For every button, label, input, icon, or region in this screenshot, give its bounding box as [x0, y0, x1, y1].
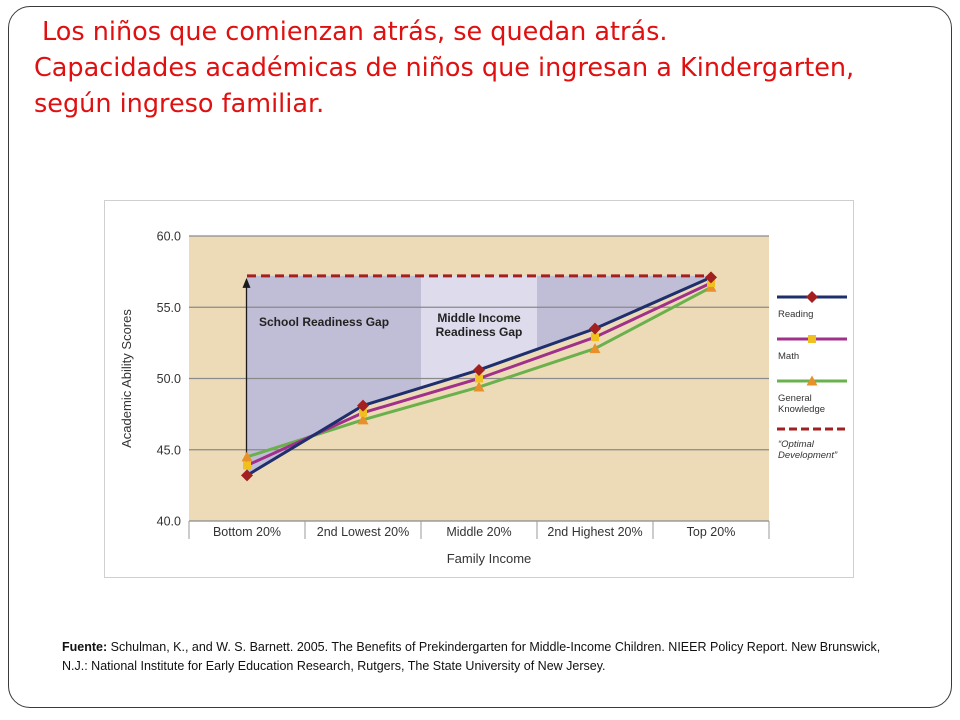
y-tick-label: 50.0 — [157, 372, 181, 386]
data-point-general — [241, 451, 253, 462]
source-text: Schulman, K., and W. S. Barnett. 2005. T… — [62, 640, 881, 673]
data-point-math — [591, 333, 599, 342]
legend-label-reading: Reading — [778, 309, 813, 320]
middle-income-gap-label-2: Readiness Gap — [436, 325, 523, 339]
x-tick-label: Bottom 20% — [213, 525, 281, 539]
title-line-3: según ingreso familiar. — [34, 89, 325, 119]
x-tick-label: Middle 20% — [446, 525, 511, 539]
x-tick-label: 2nd Lowest 20% — [317, 525, 409, 539]
legend-label-math: Math — [778, 351, 799, 362]
y-tick-label: 40.0 — [157, 515, 181, 529]
middle-income-gap-label-1: Middle Income — [437, 311, 521, 325]
upper-gap-area — [537, 275, 711, 350]
chart-container: 60.0 55.0 50.0 45.0 40.0 Bottom 20% 2nd Lowest… — [104, 200, 854, 578]
data-point-reading — [473, 363, 485, 376]
source-label: Fuente: — [62, 640, 108, 654]
legend-label-optimal: Development” — [778, 450, 838, 461]
x-tick-label: 2nd Highest 20% — [547, 525, 642, 539]
data-point-reading — [357, 399, 369, 412]
data-point-math — [243, 461, 251, 470]
y-axis-label: Academic Ability Scores — [119, 309, 134, 448]
legend-label-general: Knowledge — [778, 404, 825, 415]
slide-frame — [8, 6, 952, 708]
legend-label-general: General — [778, 393, 812, 404]
data-point-reading — [589, 322, 601, 335]
line-chart: 60.0 55.0 50.0 45.0 40.0 Bottom 20% 2nd Lowest… — [119, 230, 847, 566]
y-tick-label: 60.0 — [157, 230, 181, 244]
title-line-1: Los niños que comienzan atrás, se quedan… — [42, 17, 668, 47]
data-point-math — [359, 408, 367, 417]
data-point-general — [357, 414, 369, 425]
middle-income-gap-area — [421, 275, 537, 388]
y-tick-label: 55.0 — [157, 301, 181, 315]
source-citation: Fuente: Schulman, K., and W. S. Barnett.… — [62, 638, 902, 676]
legend-label-optimal: “Optimal — [778, 439, 815, 450]
school-readiness-gap-label: School Readiness Gap — [259, 315, 389, 329]
legend-marker-reading — [806, 291, 818, 303]
slide-title: Los niños que comienzan atrás, se quedan… — [34, 14, 934, 122]
data-point-general — [473, 381, 485, 392]
x-axis-label: Family Income — [447, 551, 532, 566]
legend-marker-general — [806, 375, 818, 386]
data-point-reading — [705, 271, 717, 284]
data-point-reading — [241, 469, 253, 482]
data-point-general — [589, 343, 601, 354]
title-line-2: Capacidades académicas de niños que ingr… — [34, 53, 855, 83]
y-tick-label: 45.0 — [157, 443, 181, 457]
gap-arrow-head — [242, 277, 251, 288]
school-readiness-gap-area — [247, 275, 421, 476]
legend-marker-math — [808, 335, 816, 343]
x-tick-label: Top 20% — [687, 525, 736, 539]
data-point-math — [475, 374, 483, 383]
